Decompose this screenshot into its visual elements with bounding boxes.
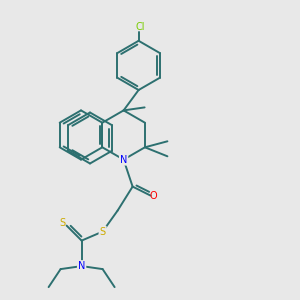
- Text: O: O: [150, 190, 158, 201]
- Text: S: S: [59, 218, 65, 228]
- Text: S: S: [100, 226, 106, 237]
- Text: N: N: [120, 154, 127, 165]
- Text: N: N: [78, 261, 85, 271]
- Text: Cl: Cl: [135, 22, 145, 32]
